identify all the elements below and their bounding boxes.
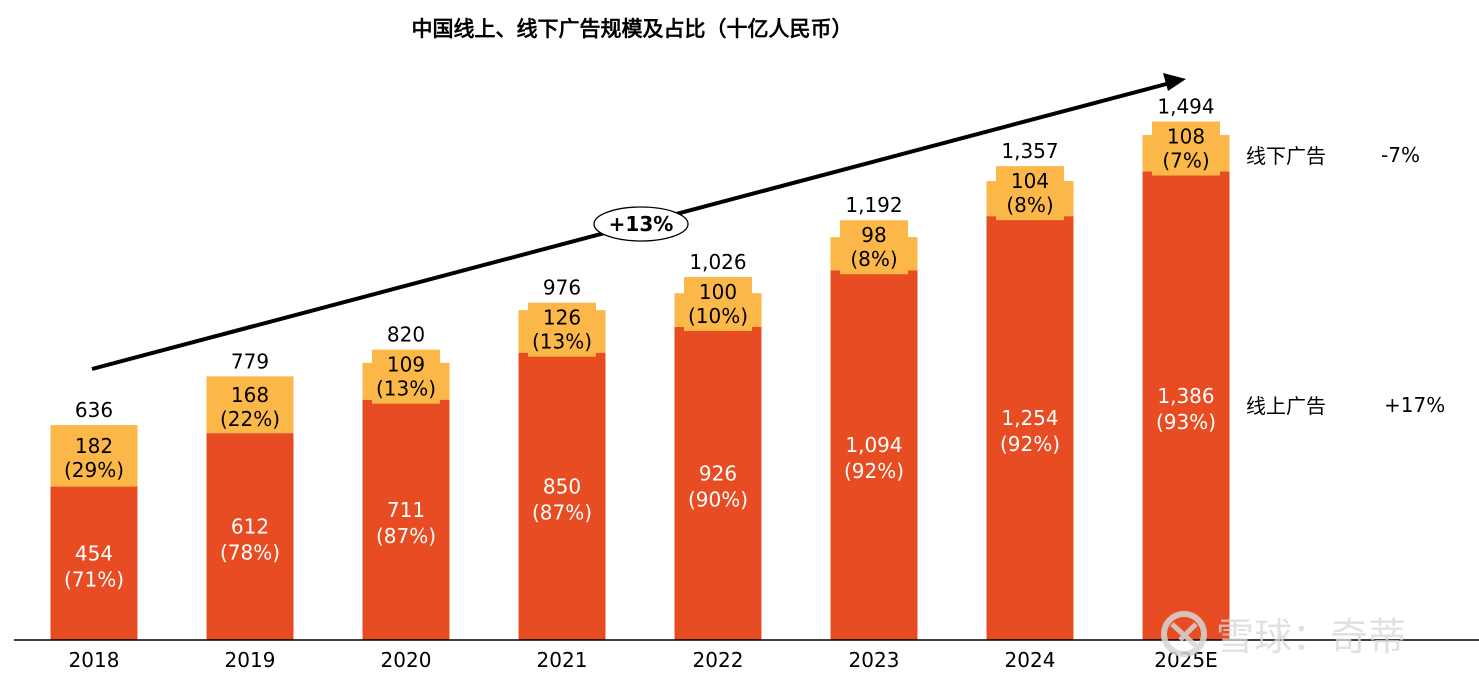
x-tick-label-2024: 2024 (1005, 648, 1056, 672)
bar-online-2021 (518, 352, 606, 640)
bar-offline-label-bg-2023 (840, 220, 908, 275)
x-tick-label-2022: 2022 (693, 648, 744, 672)
label-online-share-2024: (92%) (1000, 432, 1060, 456)
label-online-share-2019: (78%) (220, 541, 280, 565)
bar-offline-2019 (206, 376, 294, 434)
label-online-value-2023: 1,094 (845, 433, 902, 457)
bar-online-2022 (674, 327, 762, 640)
label-online-share-2020: (87%) (376, 524, 436, 548)
bar-online-2020 (362, 399, 450, 640)
snowball-logo-icon (1161, 611, 1207, 657)
label-online-value-2024: 1,254 (1001, 406, 1058, 430)
label-total-2020: 820 (387, 323, 425, 347)
label-online-share-2023: (92%) (844, 459, 904, 483)
watermark-text: 雪球：奇蒂 (1216, 615, 1406, 659)
label-offline-value-2024: 104 (1011, 169, 1049, 193)
label-online-share-2022: (90%) (688, 488, 748, 512)
bars-group: 182(29%) 454(71%) 636 168(22%) 612(78%) 779 10… (50, 95, 1230, 641)
bar-offline-label-bg-2024 (996, 166, 1064, 221)
label-total-2018: 636 (75, 398, 113, 422)
label-online-value-2021: 850 (543, 474, 581, 498)
x-tick-label-2023: 2023 (849, 648, 900, 672)
x-tick-label-2019: 2019 (225, 648, 276, 672)
label-total-2021: 976 (543, 276, 581, 300)
bar-offline-label-bg-2021 (528, 302, 596, 357)
x-tick-label-2018: 2018 (69, 648, 120, 672)
label-online-value-2025E: 1,386 (1157, 384, 1214, 408)
x-tick-label-2020: 2020 (381, 648, 432, 672)
label-offline-share-2018: (29%) (64, 458, 124, 482)
watermark: 雪球：奇蒂 (1161, 611, 1406, 659)
label-online-share-2025E: (93%) (1156, 410, 1216, 434)
label-total-2019: 779 (231, 349, 269, 373)
legend-offline-label: 线下广告 (1246, 144, 1326, 168)
cagr-ellipse (593, 206, 689, 242)
chart-title: 中国线上、线下广告规模及占比（十亿人民币） (412, 17, 853, 41)
label-offline-value-2018: 182 (75, 434, 113, 458)
label-offline-value-2020: 109 (387, 353, 425, 377)
label-offline-share-2019: (22%) (220, 407, 280, 431)
label-total-2025E: 1,494 (1157, 95, 1214, 119)
cagr-label: +13% (609, 212, 674, 236)
bar-offline-label-bg-2025E (1152, 121, 1220, 176)
label-online-value-2020: 711 (387, 498, 425, 522)
bar-offline-2018 (50, 425, 138, 487)
label-offline-value-2021: 126 (543, 306, 581, 330)
bar-online-2023 (830, 270, 918, 640)
label-offline-share-2024: (8%) (1006, 193, 1053, 217)
bar-online-2025E (1142, 171, 1230, 641)
label-online-value-2019: 612 (231, 515, 269, 539)
bar-online-2024 (986, 216, 1074, 640)
x-tick-label-2021: 2021 (537, 648, 588, 672)
label-online-share-2021: (87%) (532, 500, 592, 524)
label-offline-value-2025E: 108 (1167, 125, 1205, 149)
label-offline-value-2023: 98 (861, 223, 886, 247)
bar-online-2018 (50, 486, 138, 640)
bar-online-2019 (206, 433, 294, 640)
label-online-value-2018: 454 (75, 541, 113, 565)
bar-offline-label-bg-2020 (372, 349, 440, 404)
label-total-2022: 1,026 (689, 250, 746, 274)
trend-annotation: +13% (91, 73, 1186, 371)
snowball-logo-mark-icon (1170, 622, 1198, 648)
label-total-2023: 1,192 (845, 193, 902, 217)
label-offline-value-2022: 100 (699, 280, 737, 304)
trend-arrow-head-icon (1163, 73, 1186, 91)
label-total-2024: 1,357 (1001, 139, 1058, 163)
label-offline-share-2025E: (7%) (1162, 149, 1209, 173)
legend: 线下广告 -7% 线上广告 +17% (1246, 143, 1445, 418)
label-offline-share-2020: (13%) (376, 377, 436, 401)
x-axis-ticks: 2018 2019 2020 2021 2022 2023 2024 2025E (69, 648, 1218, 672)
bar-offline-label-bg-2022 (684, 277, 752, 332)
label-online-share-2018: (71%) (64, 567, 124, 591)
label-online-value-2022: 926 (699, 462, 737, 486)
legend-online-growth: +17% (1384, 393, 1445, 417)
label-offline-share-2021: (13%) (532, 330, 592, 354)
label-offline-value-2019: 168 (231, 383, 269, 407)
label-offline-share-2022: (10%) (688, 304, 748, 328)
legend-online-label: 线上广告 (1246, 394, 1326, 418)
label-offline-share-2023: (8%) (850, 247, 897, 271)
legend-offline-growth: -7% (1381, 143, 1420, 167)
